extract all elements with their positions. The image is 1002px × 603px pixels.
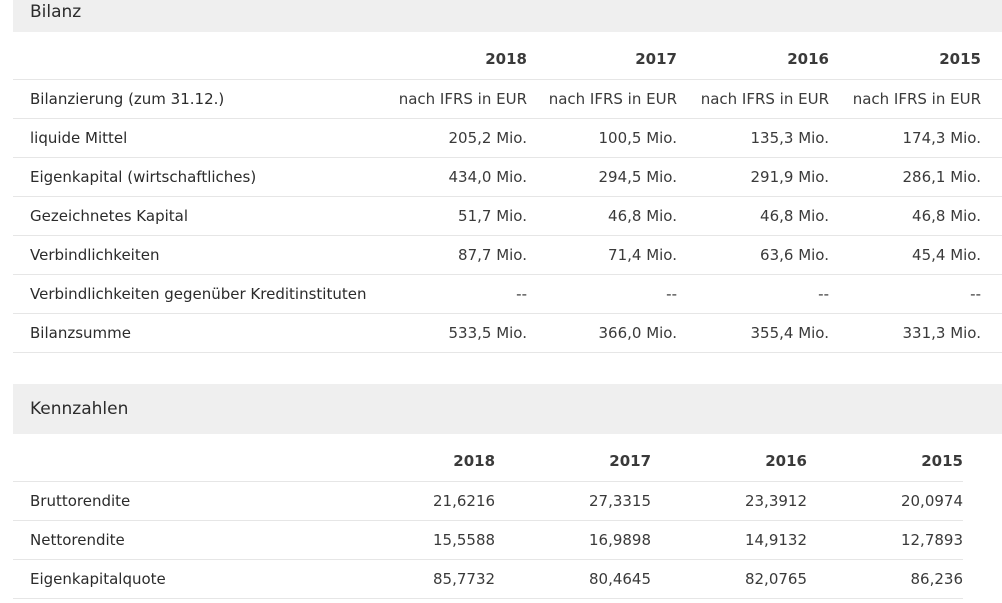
- year-header: 2015: [850, 40, 1002, 80]
- cell-value: 16,9898: [495, 520, 652, 560]
- cell-value: 71,4 Mio.: [548, 235, 698, 275]
- row-label: Eigenkapitalquote: [13, 559, 336, 599]
- cell-value: --: [698, 274, 850, 314]
- row-label: Verbindlichkeiten gegenüber Kreditinstit…: [13, 274, 393, 314]
- year-header: 2017: [548, 40, 698, 80]
- cell-value: 45,4 Mio.: [850, 235, 1002, 275]
- row-label: Verbindlichkeiten: [13, 235, 393, 275]
- cell-value: 15,5588: [335, 520, 496, 560]
- header-empty: [13, 442, 336, 482]
- cell-value: 23,3912: [651, 481, 807, 521]
- table-row: Bilanzsumme 533,5 Mio. 366,0 Mio. 355,4 …: [13, 313, 1002, 353]
- cell-value: 27,3315: [495, 481, 652, 521]
- cell-value: 20,0974: [807, 481, 963, 521]
- cell-value: 82,0765: [651, 559, 807, 599]
- cell-value: --: [850, 274, 1002, 314]
- table-row: Bruttorendite 21,6216 27,3315 23,3912 20…: [13, 481, 963, 521]
- cell-value: 100,5 Mio.: [548, 118, 698, 158]
- cell-value: 21,6216: [335, 481, 496, 521]
- cell-value: 87,7 Mio.: [393, 235, 548, 275]
- cell-value: 46,8 Mio.: [548, 196, 698, 236]
- row-label: Bilanzierung (zum 31.12.): [13, 79, 393, 119]
- table-row: Gezeichnetes Kapital 51,7 Mio. 46,8 Mio.…: [13, 196, 1002, 236]
- year-header: 2017: [495, 442, 652, 482]
- kennzahlen-header-row: 2018 2017 2016 2015: [13, 442, 963, 482]
- cell-value: nach IFRS in EUR: [850, 79, 1002, 119]
- row-label: liquide Mittel: [13, 118, 393, 158]
- cell-value: 533,5 Mio.: [393, 313, 548, 353]
- year-header: 2015: [807, 442, 963, 482]
- table-row: Verbindlichkeiten gegenüber Kreditinstit…: [13, 274, 1002, 314]
- row-label: Bruttorendite: [13, 481, 336, 521]
- table-row: Nettorendite 15,5588 16,9898 14,9132 12,…: [13, 520, 963, 560]
- cell-value: 63,6 Mio.: [698, 235, 850, 275]
- cell-value: 205,2 Mio.: [393, 118, 548, 158]
- cell-value: 46,8 Mio.: [698, 196, 850, 236]
- cell-value: 294,5 Mio.: [548, 157, 698, 197]
- bilanz-table: 2018 2017 2016 2015 Bilanzierung (zum 31…: [13, 40, 1002, 353]
- row-label: Nettorendite: [13, 520, 336, 560]
- cell-value: 291,9 Mio.: [698, 157, 850, 197]
- cell-value: 331,3 Mio.: [850, 313, 1002, 353]
- cell-value: nach IFRS in EUR: [698, 79, 850, 119]
- cell-value: 12,7893: [807, 520, 963, 560]
- cell-value: 174,3 Mio.: [850, 118, 1002, 158]
- kennzahlen-table: 2018 2017 2016 2015 Bruttorendite 21,621…: [13, 442, 963, 599]
- table-row: liquide Mittel 205,2 Mio. 100,5 Mio. 135…: [13, 118, 1002, 158]
- table-row: Eigenkapitalquote 85,7732 80,4645 82,076…: [13, 559, 963, 599]
- section-title-bilanz: Bilanz: [13, 0, 1002, 32]
- table-row: Verbindlichkeiten 87,7 Mio. 71,4 Mio. 63…: [13, 235, 1002, 275]
- cell-value: --: [548, 274, 698, 314]
- cell-value: 286,1 Mio.: [850, 157, 1002, 197]
- year-header: 2018: [393, 40, 548, 80]
- year-header: 2018: [335, 442, 496, 482]
- cell-value: 46,8 Mio.: [850, 196, 1002, 236]
- cell-value: 14,9132: [651, 520, 807, 560]
- cell-value: 355,4 Mio.: [698, 313, 850, 353]
- table-row: Bilanzierung (zum 31.12.) nach IFRS in E…: [13, 79, 1002, 119]
- row-label: Bilanzsumme: [13, 313, 393, 353]
- table-row: Eigenkapital (wirtschaftliches) 434,0 Mi…: [13, 157, 1002, 197]
- cell-value: 85,7732: [335, 559, 496, 599]
- cell-value: --: [393, 274, 548, 314]
- header-empty: [13, 40, 393, 80]
- cell-value: 135,3 Mio.: [698, 118, 850, 158]
- row-label: Gezeichnetes Kapital: [13, 196, 393, 236]
- cell-value: nach IFRS in EUR: [393, 79, 548, 119]
- section-title-kennzahlen: Kennzahlen: [13, 384, 1002, 434]
- cell-value: 80,4645: [495, 559, 652, 599]
- cell-value: nach IFRS in EUR: [548, 79, 698, 119]
- cell-value: 366,0 Mio.: [548, 313, 698, 353]
- year-header: 2016: [698, 40, 850, 80]
- cell-value: 51,7 Mio.: [393, 196, 548, 236]
- bilanz-header-row: 2018 2017 2016 2015: [13, 40, 1002, 80]
- cell-value: 86,236: [807, 559, 963, 599]
- year-header: 2016: [651, 442, 807, 482]
- cell-value: 434,0 Mio.: [393, 157, 548, 197]
- row-label: Eigenkapital (wirtschaftliches): [13, 157, 393, 197]
